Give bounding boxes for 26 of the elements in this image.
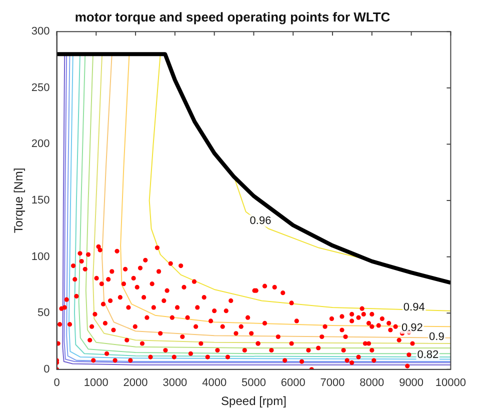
x-axis-title: Speed [rpm] — [221, 394, 286, 408]
annotation: 0.92 — [401, 322, 423, 334]
annotation: 0.94 — [403, 302, 425, 314]
y-tick-label: 150 — [31, 194, 50, 207]
annotation: 0.82 — [417, 348, 439, 361]
y-tick-label: 300 — [31, 26, 50, 38]
x-tick-label: 0 — [54, 377, 60, 390]
y-axis-title: Torque [Nm] — [12, 168, 26, 234]
x-tick-label: 9000 — [399, 377, 424, 390]
annotation: 0.96 — [250, 214, 272, 227]
y-tick-label: 0 — [44, 363, 50, 376]
y-tick-label: 100 — [31, 250, 50, 263]
x-tick-label: 4000 — [202, 377, 227, 390]
annotation: 0.9 — [429, 330, 444, 343]
x-tick-label: 10000 — [435, 377, 466, 390]
x-tick-label: 3000 — [162, 377, 188, 390]
y-tick-label: 250 — [31, 82, 50, 94]
x-tick-label: 7000 — [320, 377, 345, 390]
x-tick-label: 8000 — [360, 377, 384, 390]
x-tick-label: 2000 — [123, 377, 148, 390]
x-tick-label: 6000 — [280, 377, 306, 390]
y-tick-label: 200 — [31, 138, 50, 150]
y-tick-label: 50 — [38, 307, 50, 320]
x-tick-label: 5000 — [241, 377, 266, 390]
x-tick-label: 1000 — [84, 377, 108, 390]
chart-title: motor torque and speed operating points for WLTC — [74, 9, 391, 24]
